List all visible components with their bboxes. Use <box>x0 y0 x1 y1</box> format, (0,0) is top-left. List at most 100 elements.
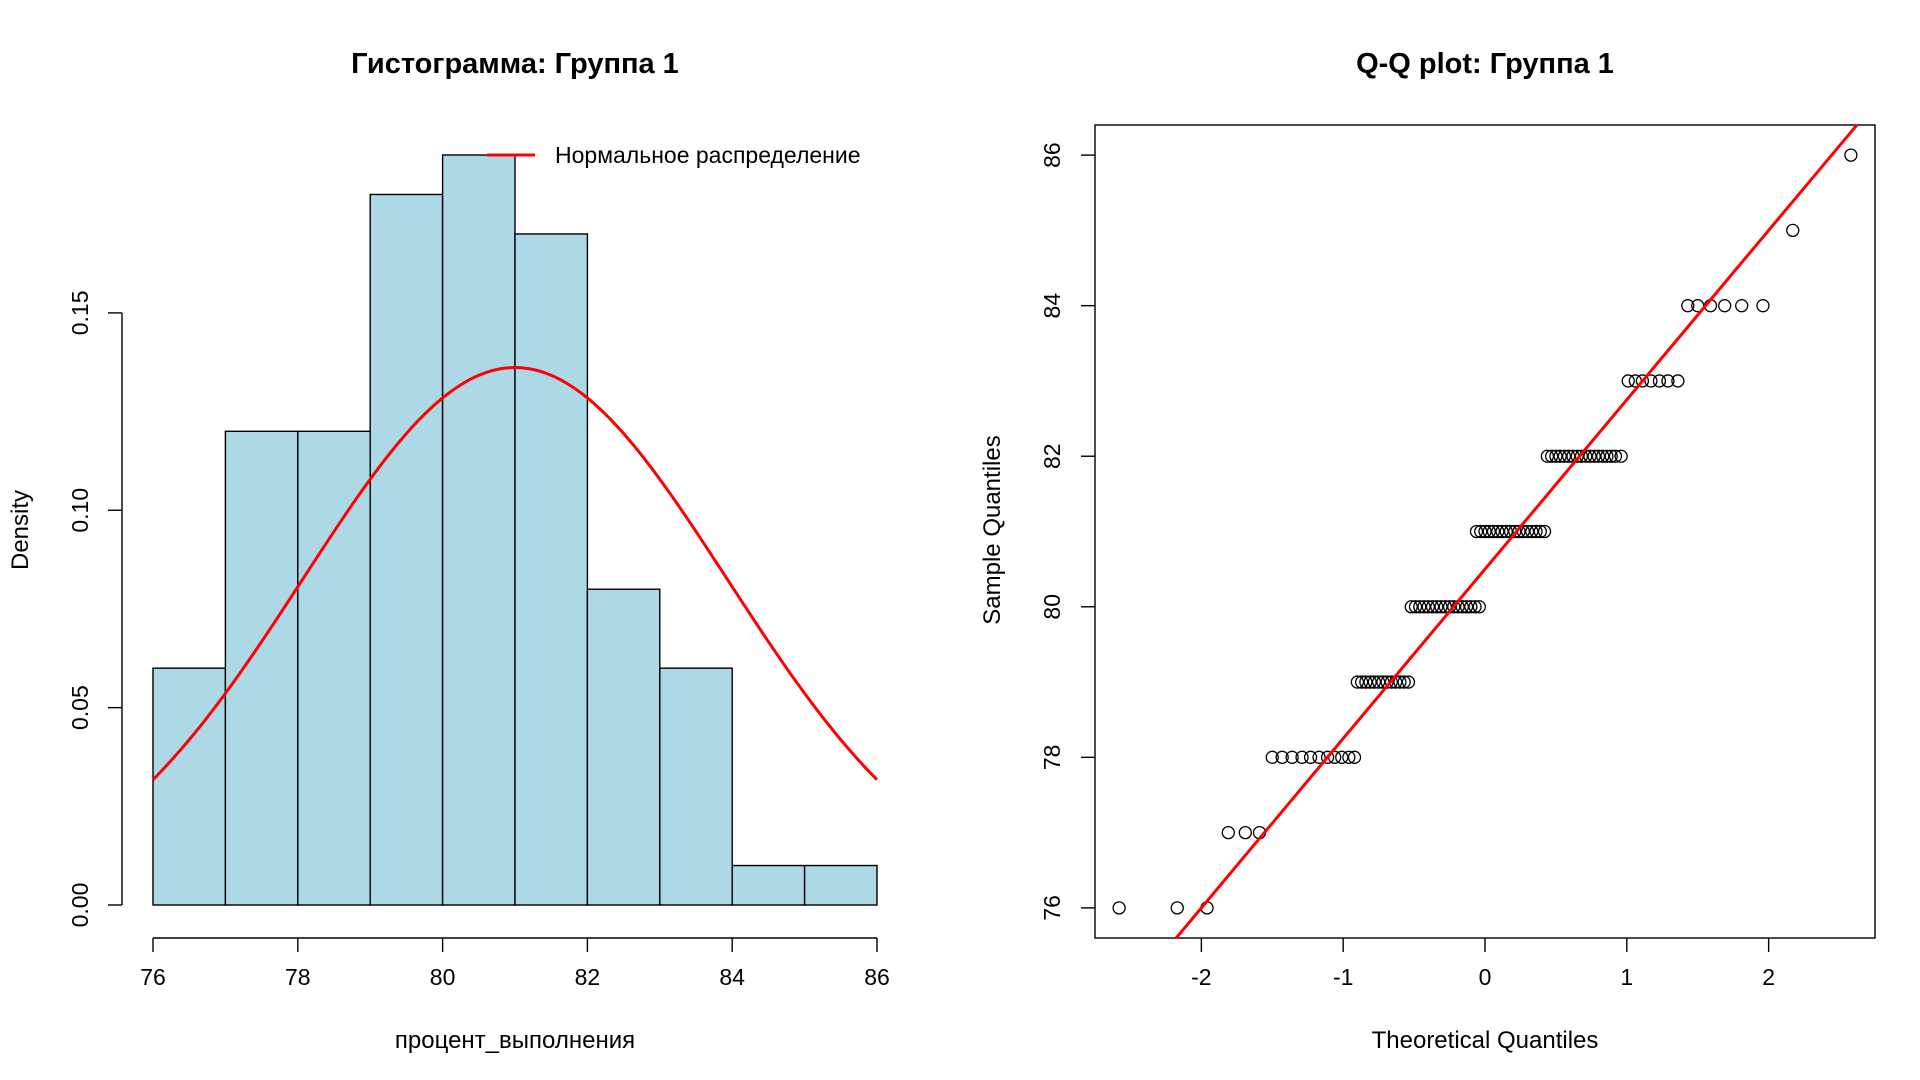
qq-point <box>1570 449 1584 463</box>
qq-point <box>1652 374 1667 388</box>
qq-point <box>1681 299 1695 313</box>
qq-x-axis-label: Theoretical Quantiles <box>1372 1027 1599 1054</box>
histogram-title: Гистограмма: Группа 1 <box>351 48 679 80</box>
qq-point <box>1644 374 1658 388</box>
qq-point <box>1472 600 1486 614</box>
qq-point <box>1335 750 1349 764</box>
qq-point <box>1438 600 1452 614</box>
histogram-bar <box>152 667 227 906</box>
qq-point <box>1170 901 1184 915</box>
qq-point <box>1474 524 1488 539</box>
qq-plot-title: Q-Q plot: Группа 1 <box>1356 48 1614 80</box>
qq-point <box>1533 524 1547 539</box>
qq-y-tick-label: 86 <box>1039 142 1065 168</box>
qq-point <box>1265 750 1279 764</box>
qq-point <box>1671 374 1685 388</box>
qq-point <box>1468 600 1482 614</box>
qq-y-tick-label: 82 <box>1039 443 1065 469</box>
x-tick-label: 84 <box>719 964 745 990</box>
qq-point <box>1350 675 1365 689</box>
x-tick-label: 76 <box>140 964 166 990</box>
qq-point <box>1608 449 1623 463</box>
qq-point <box>1401 675 1416 689</box>
y-tick-label: 0.10 <box>67 488 93 533</box>
qq-point <box>1238 825 1252 840</box>
qq-point <box>1363 675 1377 689</box>
qq-y-tick-label: 76 <box>1039 895 1065 921</box>
qq-point <box>1303 750 1318 764</box>
qq-x-tick-label: -1 <box>1333 964 1353 990</box>
qq-point <box>1786 223 1800 238</box>
qq-point <box>1384 675 1399 689</box>
histogram-bar <box>441 154 516 906</box>
qq-point <box>1491 524 1505 539</box>
qq-point <box>1587 449 1601 463</box>
qq-point <box>1320 750 1335 764</box>
qq-plot-panel: Q-Q plot: Группа 1 Theoretical Quantiles… <box>979 48 1876 1054</box>
qq-point <box>1661 374 1675 388</box>
histogram-bar <box>803 864 878 906</box>
qq-point <box>1604 449 1618 463</box>
qq-point <box>1512 524 1526 539</box>
y-tick-label: 0.00 <box>67 883 93 928</box>
qq-point <box>1393 675 1407 689</box>
qq-point <box>1347 750 1362 764</box>
qq-reference-line <box>1175 124 1859 939</box>
qq-point <box>1486 524 1501 539</box>
qq-point <box>1367 675 1382 689</box>
qq-y-tick-label: 80 <box>1039 594 1065 620</box>
qq-plot-frame <box>1094 124 1876 939</box>
qq-point <box>1413 600 1427 614</box>
qq-point <box>1112 901 1126 915</box>
qq-point <box>1464 600 1478 614</box>
qq-point <box>1482 524 1496 539</box>
histogram-bar <box>586 588 661 906</box>
qq-points <box>1112 148 1858 915</box>
qq-y-axis-label: Sample Quantiles <box>979 435 1006 624</box>
qq-point <box>1421 600 1435 614</box>
histogram-axes: 76 78 80 82 84 86 0.00 0.05 0.10 0.15 <box>67 291 890 990</box>
qq-point <box>1529 524 1543 539</box>
histogram-bar <box>297 430 371 906</box>
qq-point <box>1469 524 1484 539</box>
qq-x-tick-label: 0 <box>1479 964 1492 990</box>
qq-point <box>1540 449 1555 463</box>
qq-point <box>1417 600 1431 614</box>
qq-axes: -2 -1 0 1 2 76 78 80 82 84 86 <box>1039 142 1775 990</box>
qq-x-tick-label: 2 <box>1762 964 1775 990</box>
qq-point <box>1621 374 1635 388</box>
normal-curve <box>151 366 879 781</box>
legend-entry-normal: Нормальное распределение <box>555 142 861 168</box>
qq-point <box>1434 600 1448 614</box>
histogram-x-axis-label: процент_выполнения <box>395 1027 635 1054</box>
qq-point <box>1756 299 1770 313</box>
x-tick-label: 80 <box>430 964 456 990</box>
x-tick-label: 86 <box>864 964 890 990</box>
qq-point <box>1525 524 1539 539</box>
x-tick-label: 78 <box>285 964 311 990</box>
qq-point <box>1275 750 1289 764</box>
histogram-bar <box>369 193 444 906</box>
qq-point <box>1295 750 1309 764</box>
qq-point <box>1574 449 1589 463</box>
qq-point <box>1447 600 1461 614</box>
qq-point <box>1285 750 1299 764</box>
qq-x-tick-label: -2 <box>1191 964 1211 990</box>
qq-point <box>1430 600 1444 614</box>
qq-point <box>1545 449 1559 463</box>
histogram-bars <box>152 154 878 906</box>
qq-point <box>1425 600 1440 614</box>
qq-point <box>1495 524 1509 539</box>
qq-point <box>1478 524 1492 539</box>
qq-point <box>1600 449 1614 463</box>
qq-point <box>1549 449 1563 463</box>
qq-point <box>1844 148 1858 162</box>
qq-point <box>1635 374 1650 388</box>
qq-y-tick-label: 78 <box>1039 745 1065 771</box>
qq-point <box>1508 524 1522 539</box>
qq-point <box>1718 299 1732 313</box>
qq-point <box>1499 524 1513 539</box>
qq-x-tick-label: 1 <box>1620 964 1633 990</box>
histogram-bar <box>659 667 733 906</box>
